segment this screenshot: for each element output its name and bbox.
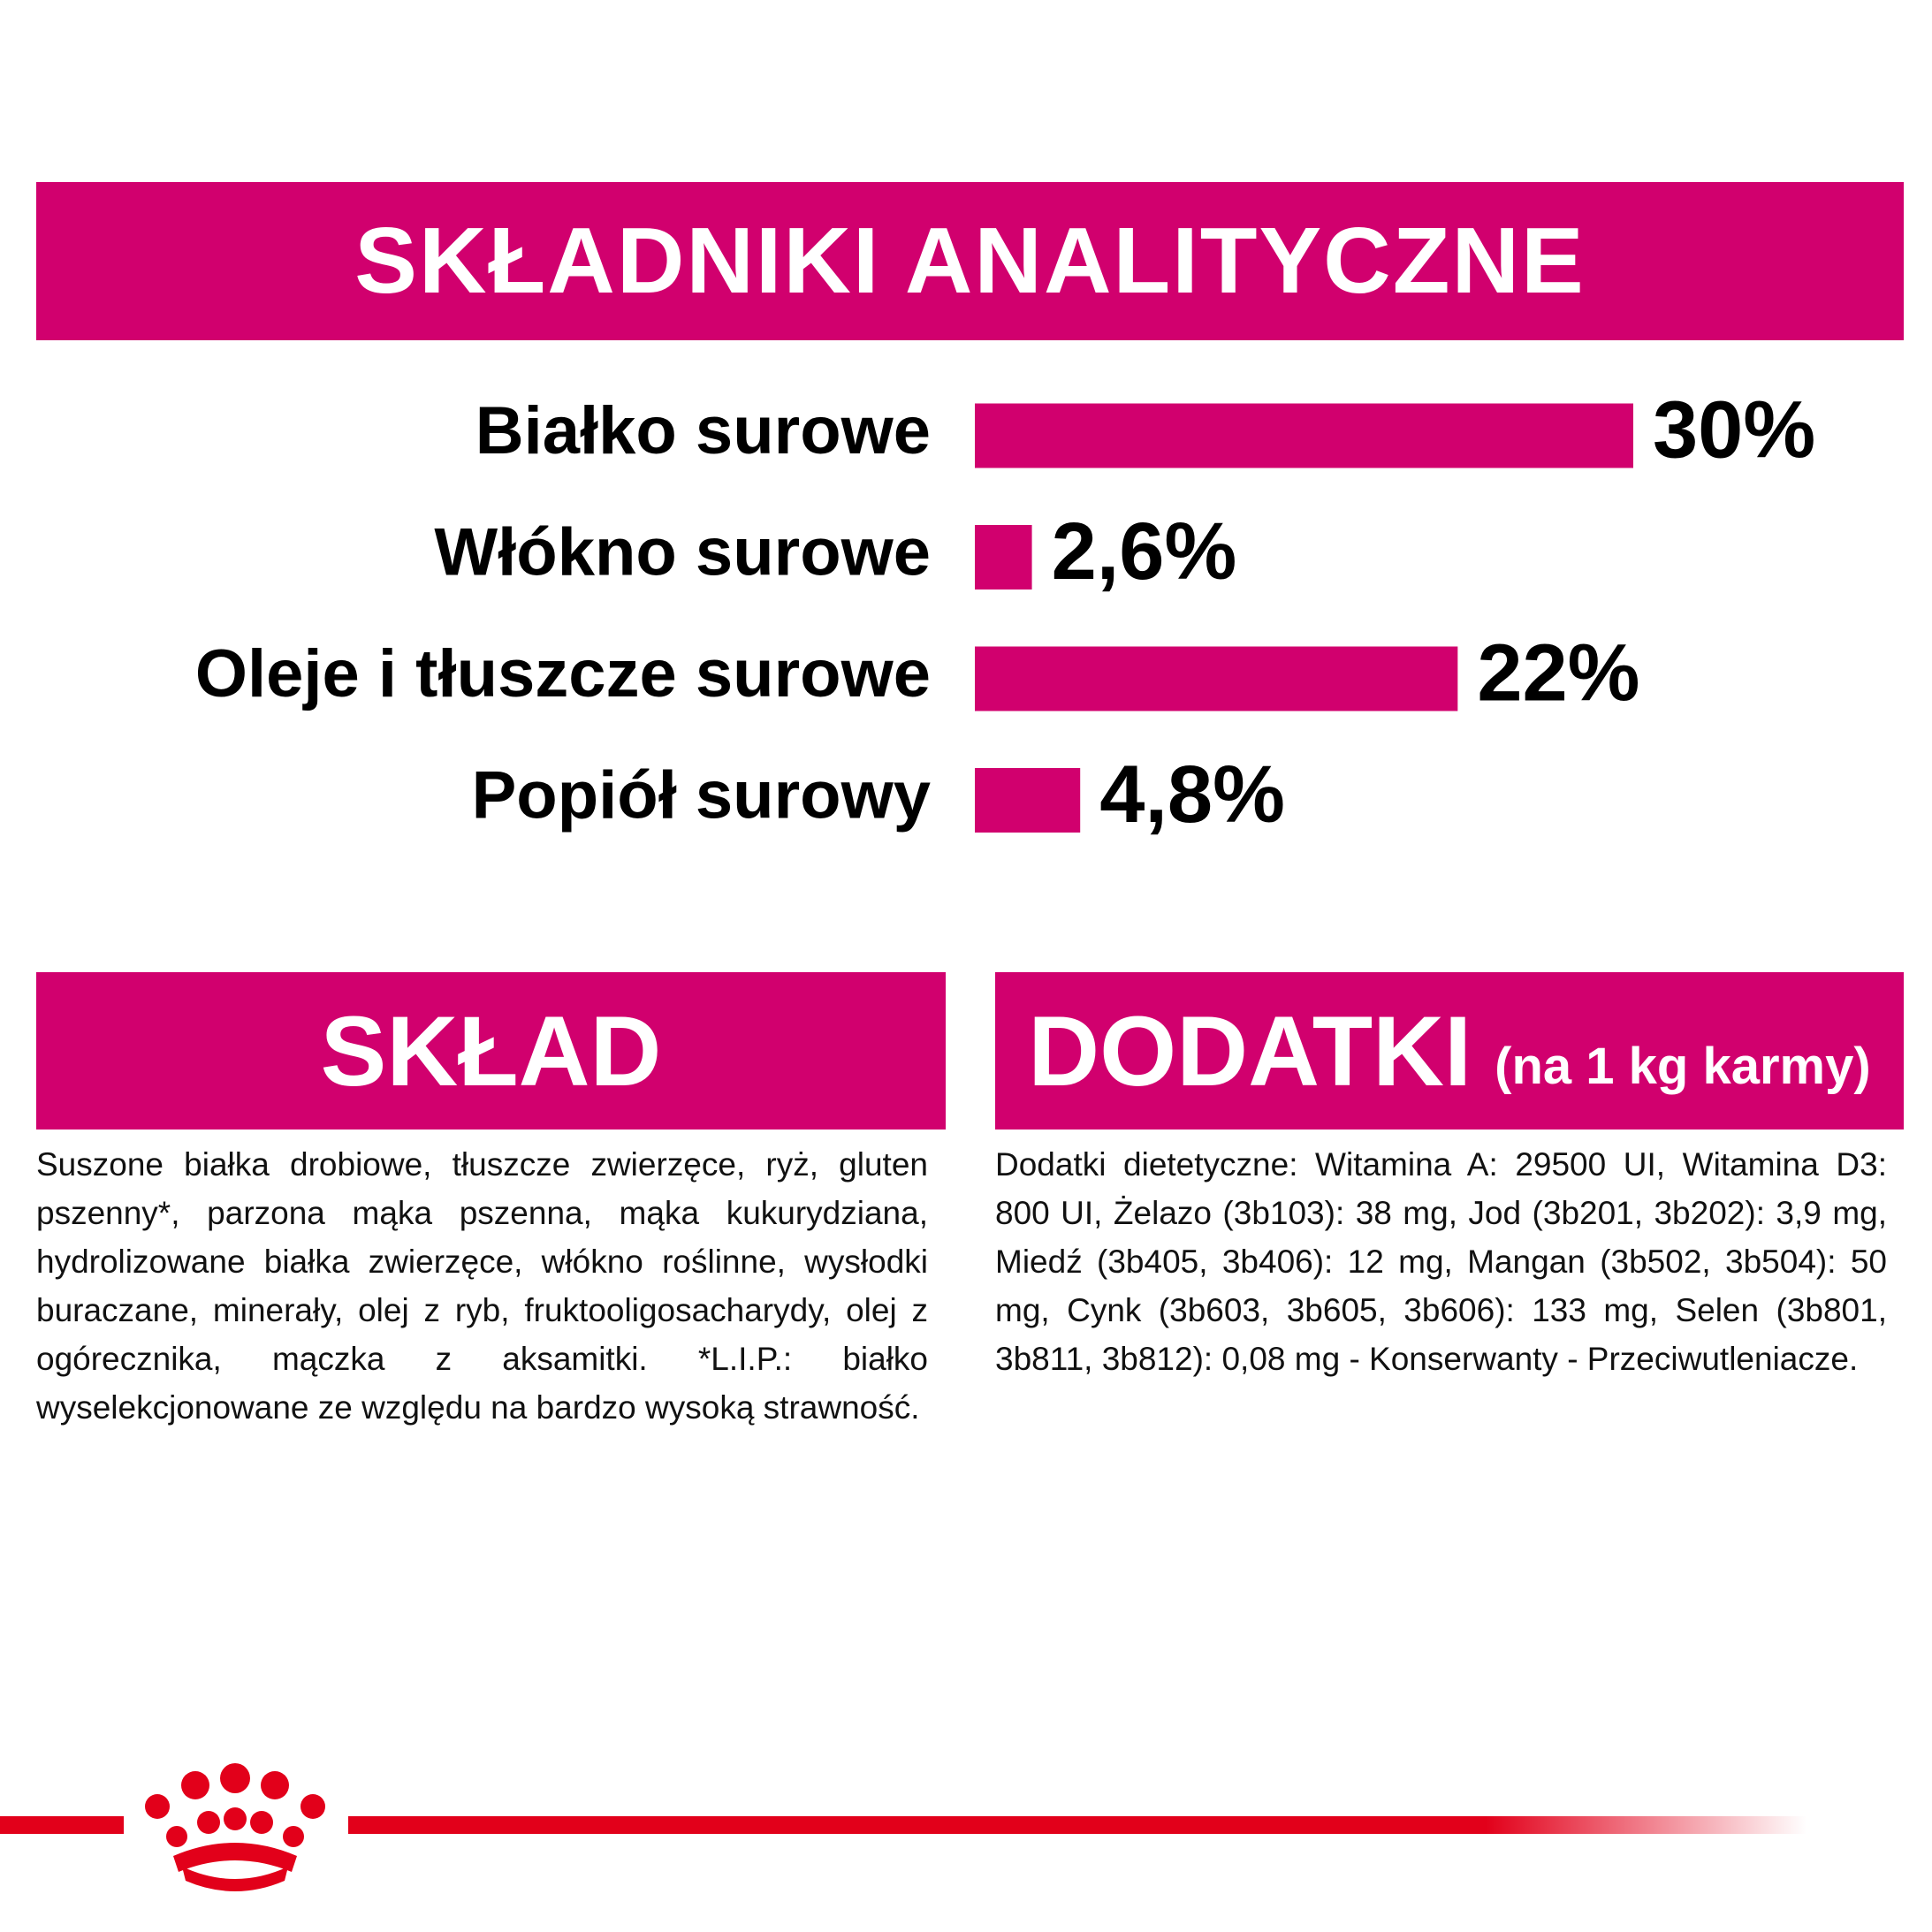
additives-subtitle: (na 1 kg karmy) — [1495, 1037, 1871, 1095]
chart: Białko surowe 30% Włókno surowe 2,6% Oleje i… — [195, 384, 1815, 840]
composition-banner: SKŁAD — [36, 972, 946, 1130]
crown-logo — [145, 1763, 325, 1891]
bar — [975, 525, 1032, 589]
footer-line — [0, 1816, 124, 1834]
value-label: 22% — [1477, 628, 1639, 718]
composition-text: Suszone białka drobiowe, tłuszcze zwierz… — [36, 1146, 928, 1426]
additives-title: DODATKI — [1028, 995, 1472, 1107]
title-banner: SKŁADNIKI ANALITYCZNE — [36, 182, 1904, 340]
value-label: 30% — [1653, 384, 1815, 475]
bar — [975, 646, 1458, 711]
value-label: 2,6% — [1052, 506, 1237, 597]
composition-title: SKŁAD — [320, 995, 662, 1107]
footer-line — [348, 1816, 1806, 1834]
additives-text: Dodatki dietetyczne: Witamina A: 29500 U… — [995, 1146, 1887, 1377]
bar — [975, 768, 1081, 833]
bar — [975, 403, 1633, 468]
value-label: 4,8% — [1099, 749, 1285, 840]
category-label: Włókno surowe — [434, 515, 931, 590]
title: SKŁADNIKI ANALITYCZNE — [354, 209, 1586, 313]
category-label: Oleje i tłuszcze surowe — [195, 636, 931, 711]
category-label: Białko surowe — [475, 393, 931, 468]
additives-banner: DODATKI (na 1 kg karmy) — [995, 972, 1904, 1130]
category-label: Popiół surowy — [472, 758, 931, 833]
